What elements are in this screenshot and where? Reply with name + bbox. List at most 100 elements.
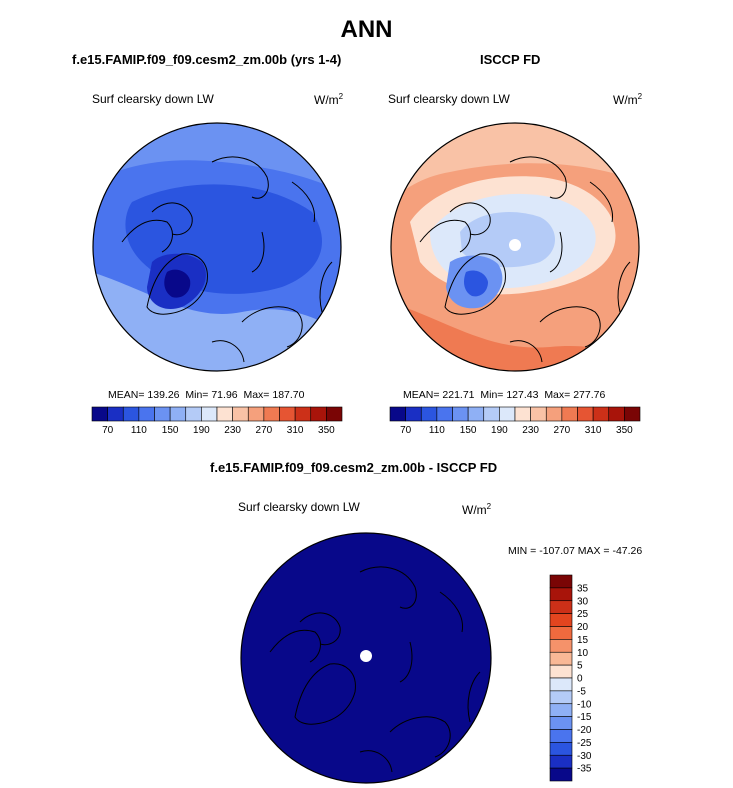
panel-1-colorbar-tick-label: 310 <box>287 425 304 436</box>
panel-2-coastlines <box>419 156 631 363</box>
panel-2-colorbar-box <box>389 406 406 422</box>
panel-3-colorbar: 35 30 25 20 15 10 5 0-5 -10 -15 -20 -25 -30 -35 <box>549 574 592 782</box>
panel-1-colorbar-box <box>138 406 155 422</box>
panel-3-colorbar-box <box>549 767 573 782</box>
panel-1-colorbar-box <box>91 406 108 422</box>
panel-1-colorbar-tick-label: 110 <box>131 425 147 436</box>
panel-1-field-min <box>164 269 191 298</box>
panel-3-stats: MIN = -107.07 MAX = -47.26 <box>508 545 643 557</box>
panel-3-colorbar-box <box>549 716 573 730</box>
panel-1-colorbar-box <box>201 406 218 422</box>
panel-3-colorbar-tick-label: -20 <box>577 725 592 736</box>
panel-3-colorbar-box <box>549 651 573 666</box>
panel-1-title: f.e15.FAMIP.f09_f09.cesm2_zm.00b (yrs 1-… <box>72 52 342 67</box>
panel-3-colorbar-box <box>549 664 573 679</box>
panel-3-colorbar-box <box>549 574 573 589</box>
panel-1-colorbar-box <box>310 406 327 422</box>
panel-3-colorbar-tick-label: -5 <box>577 686 586 697</box>
panel-2-colorbar-box <box>592 406 610 422</box>
panel-2-colorbar-box <box>405 406 422 422</box>
panel-1-colorbar-box <box>122 406 140 422</box>
panel-2-colorbar-box <box>499 406 516 422</box>
panel-2-title: ISCCP FD <box>480 52 541 67</box>
panel-1-colorbar-box <box>263 406 280 422</box>
panel-1-variable: Surf clearsky down LW <box>92 92 214 106</box>
panel-2-colorbar-tick-label: 190 <box>491 425 508 436</box>
panel-3-colorbar-tick-label: 10 <box>577 648 589 659</box>
panel-3-colorbar-tick-label: 30 <box>577 596 589 607</box>
panel-2-field-min <box>464 270 488 297</box>
panel-3-map <box>240 532 492 784</box>
panel-1-colorbar-tick-label: 230 <box>224 425 241 436</box>
panel-1-colorbar-tick-label: 150 <box>162 425 179 436</box>
panel-3-coastlines <box>269 566 481 773</box>
panel-3-colorbar-tick-label: 5 <box>577 661 583 672</box>
figure-title: ANN <box>340 16 393 43</box>
panel-2-colorbar-box <box>514 406 531 422</box>
panel-2-variable: Surf clearsky down LW <box>388 92 510 106</box>
panel-2-colorbar-box <box>624 406 641 422</box>
panel-3-colorbar-box <box>549 690 573 705</box>
panel-3-colorbar-box <box>549 587 573 602</box>
panel-1-units: W/m2 <box>314 92 344 107</box>
panel-1-colorbar: 70 110 150 190 230 270 310 350 <box>91 406 343 436</box>
panel-1-colorbar-tick-label: 350 <box>318 425 335 436</box>
panel-3-variable: Surf clearsky down LW <box>238 500 360 514</box>
panel-2-colorbar-tick-label: 230 <box>522 425 539 436</box>
panel-3-colorbar-box <box>549 639 573 653</box>
panel-3-colorbar-tick-label: -15 <box>577 712 592 723</box>
panel-2-colorbar: 70 110 150 190 230 270 310 350 <box>389 406 641 436</box>
panel-1-colorbar-box <box>216 406 233 422</box>
panel-3-colorbar-tick-label: 35 <box>577 583 589 594</box>
panel-1-colorbar-box <box>107 406 124 422</box>
panel-3-colorbar-box <box>549 613 573 627</box>
panel-1-coastlines <box>121 156 333 363</box>
panel-3-colorbar-box <box>549 742 573 756</box>
panel-2-field-north <box>391 123 639 202</box>
panel-2-colorbar-box <box>420 406 438 422</box>
panel-3-colorbar-tick-label: 15 <box>577 635 589 646</box>
panel-2-units: W/m2 <box>613 92 643 107</box>
panel-2-colorbar-box <box>608 406 625 422</box>
panel-3-units: W/m2 <box>462 502 492 517</box>
panel-1-colorbar-box <box>169 406 187 422</box>
panel-3-colorbar-tick-label: -10 <box>577 699 592 710</box>
panel-3-colorbar-box <box>549 754 573 769</box>
panel-2-colorbar-box <box>452 406 469 422</box>
panel-2-colorbar-box <box>436 406 453 422</box>
panel-3-title: f.e15.FAMIP.f09_f09.cesm2_zm.00b - ISCCP… <box>210 460 498 475</box>
panel-2-stats: MEAN= 221.71 Min= 127.43 Max= 277.76 <box>403 389 606 401</box>
panel-2-colorbar-box <box>530 406 547 422</box>
panel-1-map <box>92 122 342 372</box>
panel-1-colorbar-box <box>279 406 296 422</box>
panel-2-colorbar-tick-label: 270 <box>554 425 571 436</box>
panel-3-colorbar-box <box>549 677 573 692</box>
panel-1-colorbar-box <box>294 406 312 422</box>
panel-1-colorbar-box <box>154 406 171 422</box>
panel-1-colorbar-box <box>232 406 249 422</box>
panel-1-colorbar-tick-label: 70 <box>102 425 114 436</box>
panel-2-map <box>390 122 640 372</box>
panel-2-colorbar-tick-label: 110 <box>429 425 445 436</box>
panel-1-colorbar-tick-label: 190 <box>193 425 210 436</box>
panel-2-pole-hole <box>509 239 521 251</box>
panel-3-pole-hole <box>360 650 372 662</box>
panel-3-colorbar-tick-label: 25 <box>577 609 589 620</box>
panel-1-colorbar-tick-label: 270 <box>256 425 273 436</box>
panel-2-colorbar-tick-label: 310 <box>585 425 602 436</box>
panel-3-colorbar-tick-label: -25 <box>577 738 592 749</box>
panel-1-colorbar-box <box>247 406 265 422</box>
panel-2-colorbar-tick-label: 350 <box>616 425 633 436</box>
panel-2-colorbar-box <box>577 406 594 422</box>
panel-3-colorbar-box <box>549 626 573 640</box>
panel-2-colorbar-tick-label: 150 <box>460 425 477 436</box>
panel-2-colorbar-box <box>561 406 578 422</box>
panel-1-stats: MEAN= 139.26 Min= 71.96 Max= 187.70 <box>108 389 305 401</box>
panel-3-colorbar-box <box>549 703 573 717</box>
panel-3-colorbar-tick-label: -35 <box>577 764 592 775</box>
panel-3-colorbar-tick-label: 0 <box>577 674 583 685</box>
panel-2-colorbar-tick-label: 70 <box>400 425 412 436</box>
panel-3-colorbar-box <box>549 600 573 614</box>
panel-3-colorbar-box <box>549 729 573 743</box>
panel-3-colorbar-tick-label: 20 <box>577 622 589 633</box>
